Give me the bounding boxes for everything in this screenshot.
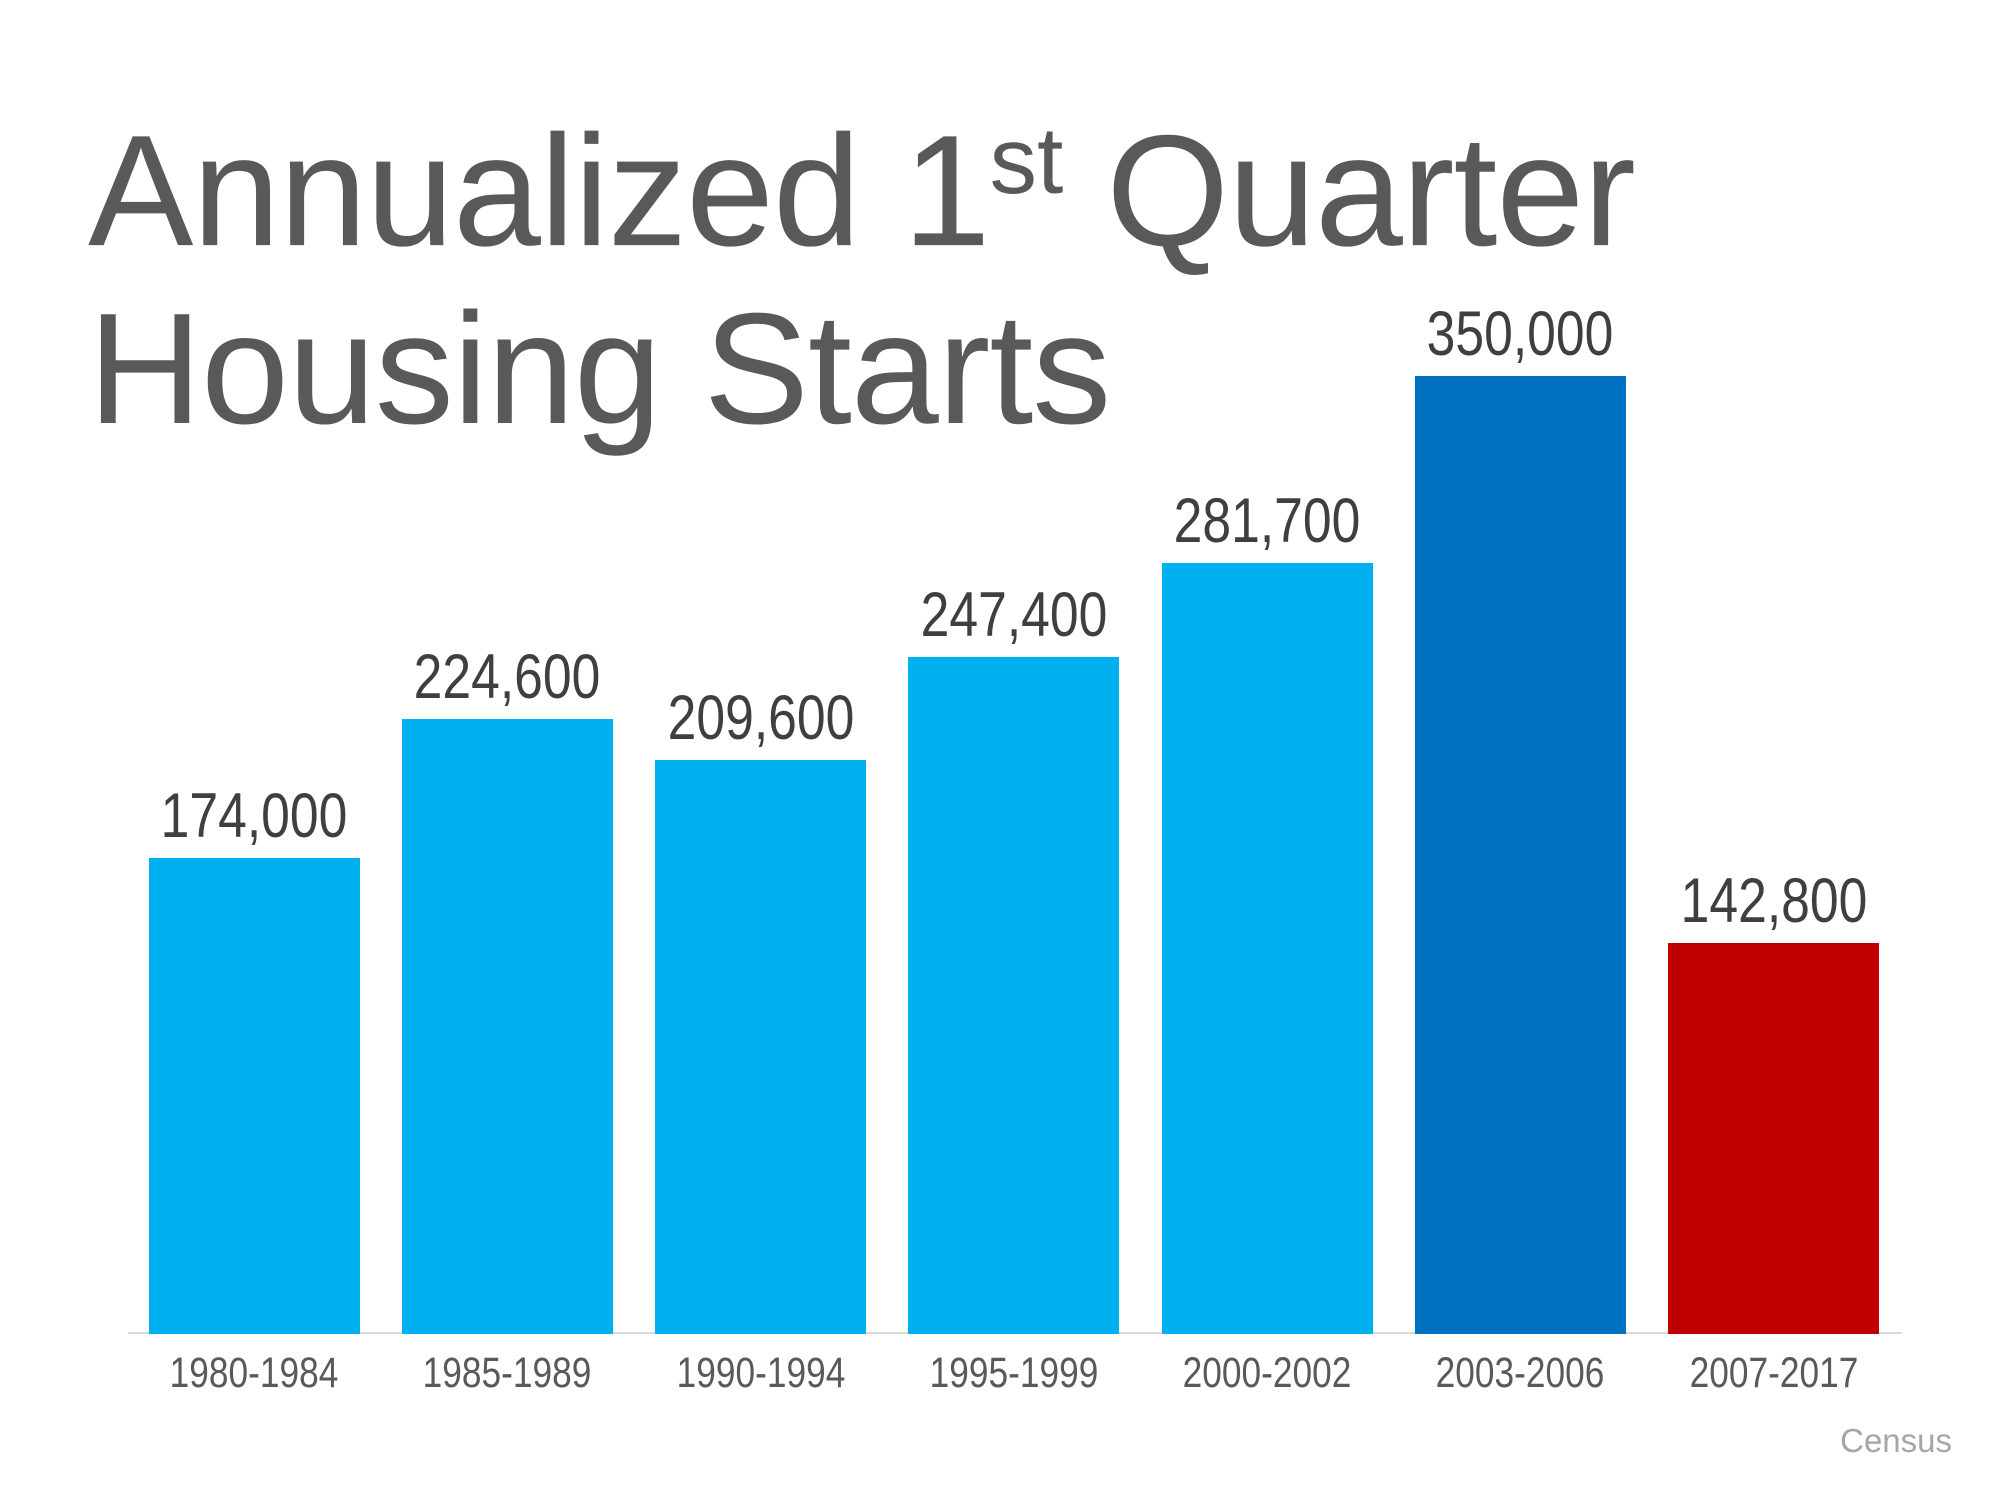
bar-2000-2002: [1161, 563, 1373, 1334]
x-axis-category-label: 1980-1984: [169, 1349, 339, 1397]
bar-value-label: 281,700: [1173, 486, 1361, 556]
x-axis-category-label: 1985-1989: [422, 1349, 592, 1397]
x-axis-category-label: 2007-2017: [1689, 1349, 1858, 1397]
source-credit: Census: [1840, 1422, 1952, 1459]
bar-value-label: 350,000: [1426, 299, 1614, 369]
chart-title-line1-pre: Annualized 1: [88, 103, 991, 280]
x-axis-category-label: 1995-1999: [929, 1349, 1099, 1397]
bar-value-label: 209,600: [667, 683, 854, 753]
bar-1980-1984: [148, 858, 360, 1334]
bar-1995-1999: [908, 657, 1120, 1334]
x-axis-category-label: 1990-1994: [676, 1349, 845, 1397]
bar-value-label: 142,800: [1680, 866, 1867, 936]
chart-title-superscript: st: [989, 108, 1064, 214]
x-axis-category-label: 2000-2002: [1182, 1349, 1352, 1397]
chart-title-line2: Housing Starts: [88, 281, 1111, 458]
bar-1990-1994: [655, 760, 866, 1334]
chart-title: Annualized 1st Quarter Housing Starts: [88, 72, 1636, 458]
bar-value-label: 174,000: [160, 781, 348, 851]
x-axis-category-label: 2003-2006: [1435, 1349, 1605, 1397]
bar-2003-2006: [1414, 376, 1626, 1334]
bar-value-label: 224,600: [413, 642, 601, 712]
bar-2007-2017: [1668, 943, 1879, 1334]
bar-1985-1989: [401, 719, 613, 1334]
chart-title-line1-post: Quarter: [1063, 103, 1636, 280]
bar-value-label: 247,400: [920, 580, 1108, 650]
